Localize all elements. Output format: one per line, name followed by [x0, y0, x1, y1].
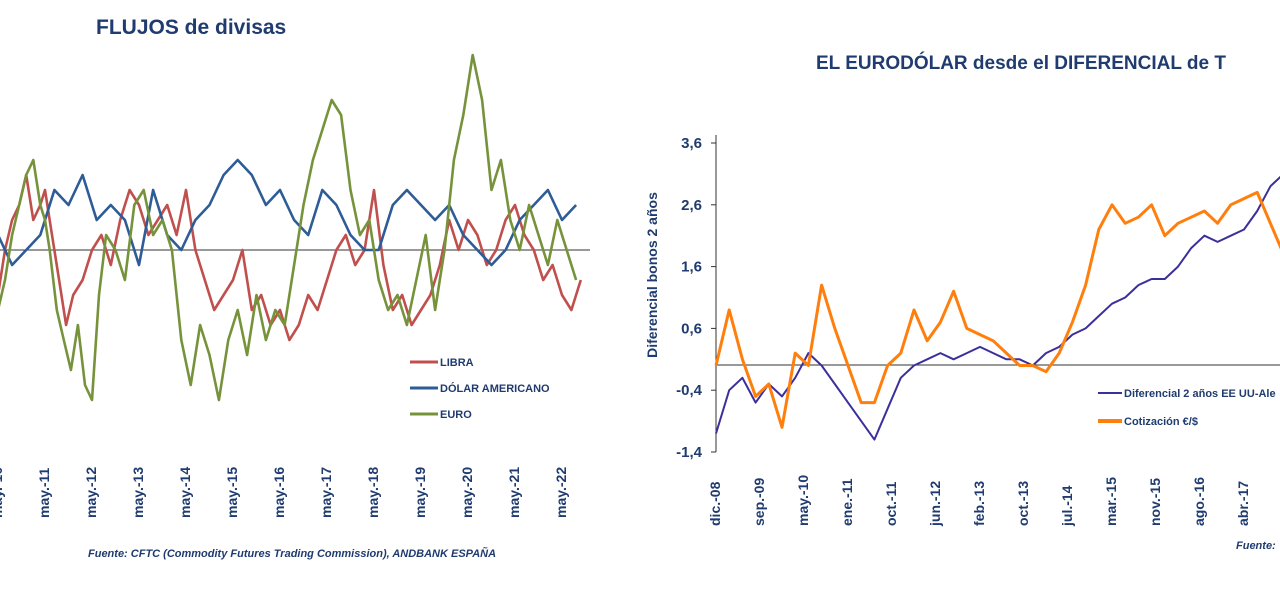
chart1-x-tick-label: may.-22 — [553, 467, 569, 518]
chart2-x-tick-label: feb.-13 — [971, 481, 987, 526]
chart1-x-tick-label: may.-12 — [83, 467, 99, 518]
chart2-legend-label: Diferencial 2 años EE UU-Ale — [1124, 388, 1276, 400]
chart2-x-tick-label: mar.-15 — [1103, 477, 1119, 526]
chart1-x-tick-label: may.-18 — [365, 467, 381, 518]
chart2-series-line-0 — [715, 175, 1280, 441]
chart2-legend-label: Cotización €/$ — [1124, 416, 1198, 428]
chart2-x-tick-label: jun.-12 — [927, 481, 943, 527]
chart1-x-tick-label: may.-11 — [36, 467, 52, 518]
chart1-x-tick-label: may.-14 — [177, 467, 193, 518]
chart2-x-tick-label: jul.-14 — [1059, 485, 1075, 527]
chart1-source: Fuente: CFTC (Commodity Futures Trading … — [88, 548, 497, 560]
chart2-x-tick-label: oct.-13 — [1015, 481, 1031, 526]
chart1-legend-label: EURO — [440, 409, 472, 421]
chart2-y-tick-label: -1,4 — [676, 444, 703, 461]
chart2-x-tick-label: abr.-17 — [1235, 481, 1251, 526]
chart2-y-axis-label: Diferencial bonos 2 años — [644, 192, 660, 358]
chart2-x-tick-label: nov.-15 — [1147, 478, 1163, 526]
chart2-x-tick-label: oct.-11 — [883, 481, 899, 526]
chart2-series-line-1 — [714, 190, 1280, 429]
chart1-x-tick-label: may.-17 — [318, 467, 334, 518]
chart1-series-line-1 — [0, 158, 578, 267]
chart1-title: FLUJOS de divisas — [96, 16, 287, 39]
chart1-series-line-0 — [0, 173, 583, 342]
chart2-title: EL EURODÓLAR desde el DIFERENCIAL de T — [816, 53, 1226, 74]
chart1-x-tick-label: may.-13 — [130, 467, 146, 518]
chart2-x-tick-label: ene.-11 — [839, 478, 855, 526]
chart2-y-tick-label: 2,6 — [681, 197, 702, 214]
chart2-y-tick-label: -0,4 — [676, 382, 703, 399]
chart1-series-line-2 — [0, 53, 578, 402]
chart1-x-tick-label: may.-20 — [459, 467, 475, 518]
chart2-y-tick-label: 3,6 — [681, 135, 702, 152]
chart1-x-tick-label: may.-15 — [224, 467, 240, 518]
chart1-legend-label: LIBRA — [440, 357, 474, 369]
chart1-x-tick-label: may.-10 — [0, 467, 5, 518]
chart1-x-tick-label: may.-19 — [412, 467, 428, 518]
chart2-x-tick-label: dic.-08 — [707, 481, 723, 526]
chart1-x-tick-label: may.-21 — [506, 467, 522, 518]
chart2-y-tick-label: 1,6 — [681, 259, 702, 276]
chart2-source: Fuente: — [1236, 540, 1276, 552]
chart2-x-tick-label: ago.-16 — [1191, 477, 1207, 526]
chart2-x-tick-label: may.-10 — [795, 475, 811, 526]
chart2-y-tick-label: 0,6 — [681, 320, 702, 337]
chart2-x-tick-label: sep.-09 — [751, 478, 767, 526]
chart1-legend-label: DÓLAR AMERICANO — [440, 382, 550, 395]
chart1-x-tick-label: may.-16 — [271, 467, 287, 518]
